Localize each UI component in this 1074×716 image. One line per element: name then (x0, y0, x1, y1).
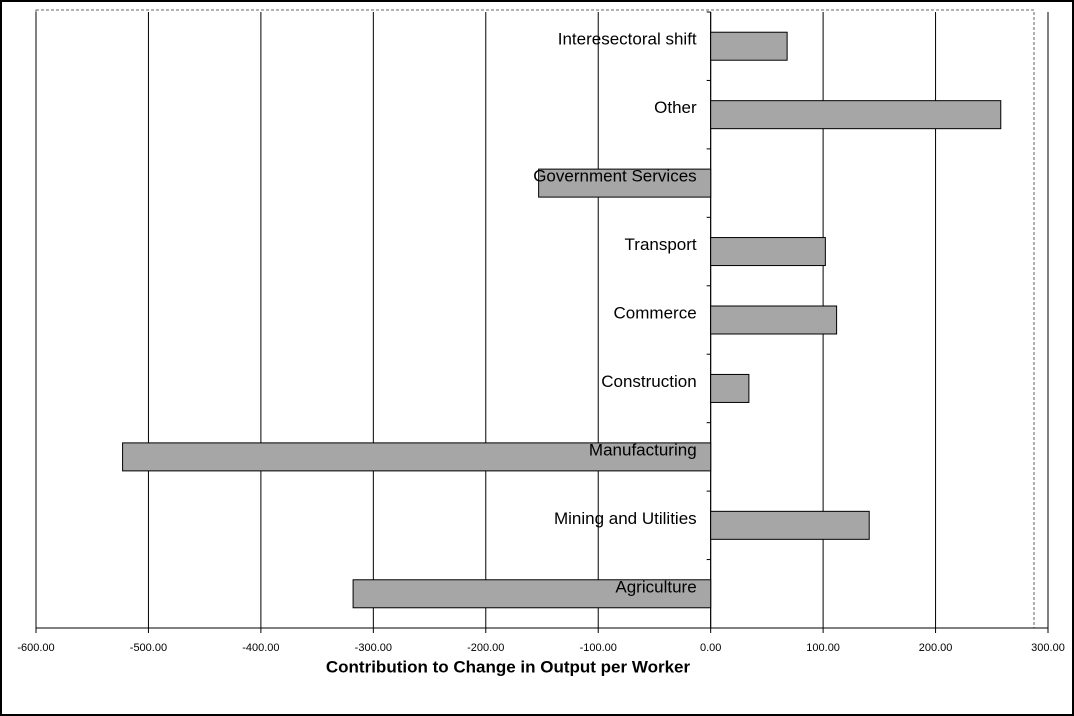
bar (352, 579, 712, 609)
category-label: Mining and Utilities (554, 509, 697, 528)
x-tick-label: -600.00 (17, 642, 54, 654)
category-label: Interesectoral shift (558, 30, 697, 49)
x-tick-label: -100.00 (580, 642, 617, 654)
x-tick-label: 200.00 (919, 642, 953, 654)
category-label: Agriculture (615, 577, 696, 596)
category-label: Construction (601, 372, 696, 391)
category-label: Manufacturing (589, 440, 697, 459)
bar (710, 373, 750, 403)
category-label: Commerce (614, 303, 697, 322)
x-axis-title: Contribution to Change in Output per Wor… (326, 657, 691, 676)
category-label: Government Services (533, 167, 696, 186)
bar (710, 305, 838, 335)
bar (710, 100, 1002, 130)
category-label: Other (654, 98, 697, 117)
x-tick-label: 100.00 (806, 642, 840, 654)
x-tick-label: 0.00 (700, 642, 721, 654)
bar (122, 442, 712, 472)
bar (710, 510, 870, 540)
category-label: Transport (625, 235, 697, 254)
x-tick-label: -400.00 (242, 642, 279, 654)
x-tick-label: -500.00 (130, 642, 167, 654)
x-tick-label: 300.00 (1031, 642, 1065, 654)
bar (538, 168, 712, 198)
x-tick-label: -200.00 (467, 642, 504, 654)
bar (710, 31, 788, 61)
bar (710, 237, 826, 267)
x-tick-label: -300.00 (355, 642, 392, 654)
